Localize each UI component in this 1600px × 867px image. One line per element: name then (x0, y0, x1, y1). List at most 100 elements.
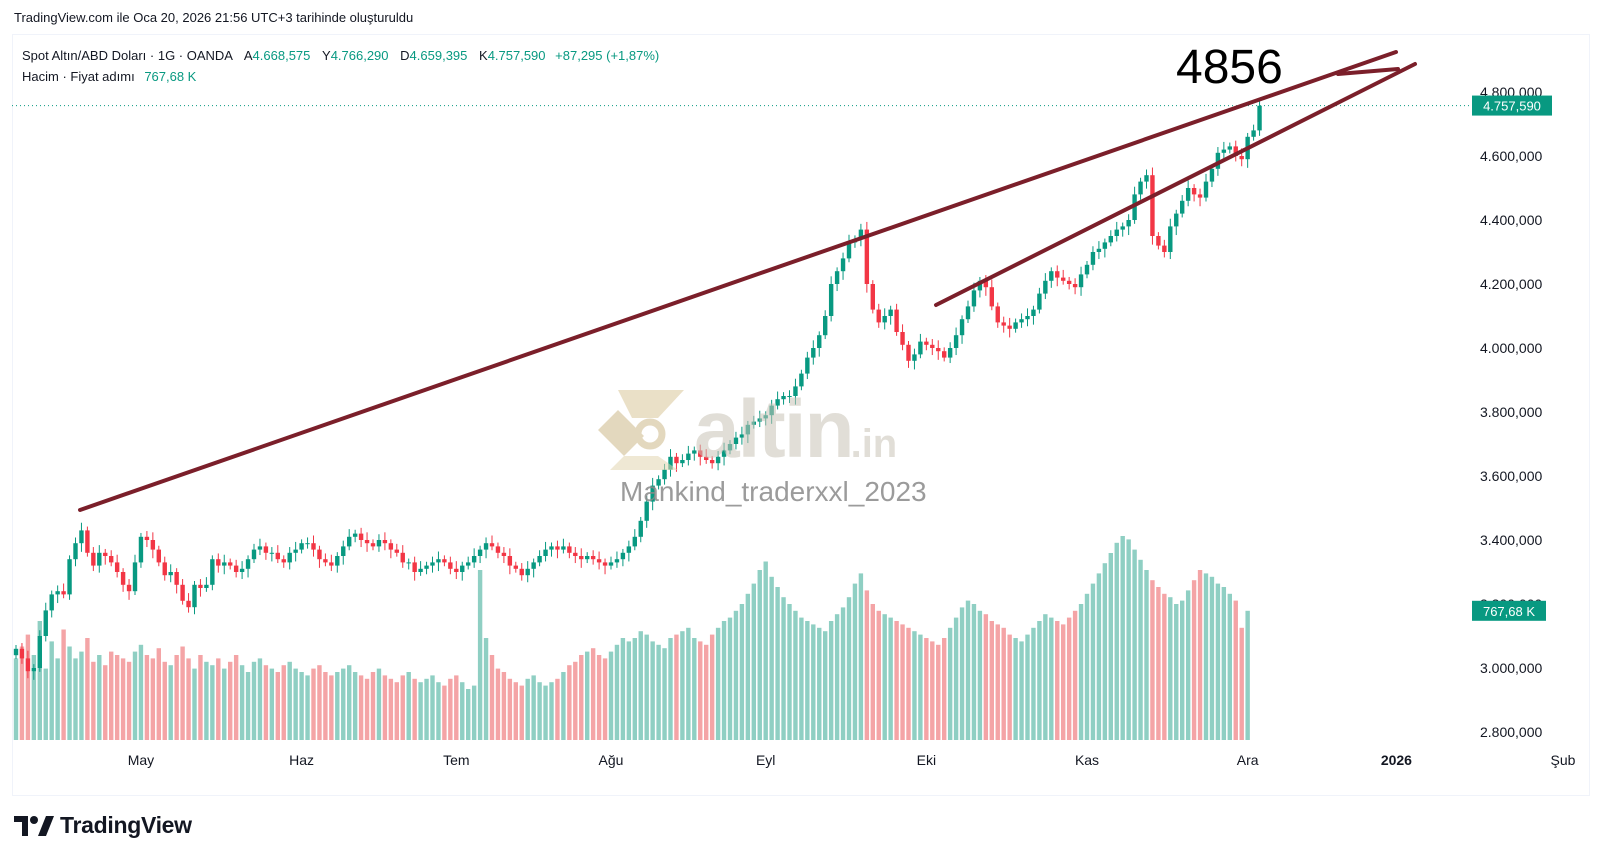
candle-body (745, 424, 751, 435)
volume-bar (460, 682, 465, 740)
candle-body (751, 421, 756, 425)
volume-bar (1180, 600, 1185, 740)
volume-bar (555, 678, 560, 740)
candle-body (977, 280, 983, 291)
volume-bar (763, 561, 768, 740)
candle-body (531, 562, 536, 569)
volume-bar (727, 617, 733, 740)
volume-bar (828, 621, 834, 740)
volume-bar (1132, 549, 1137, 740)
volume-bar (1185, 590, 1191, 740)
volume-bar (370, 672, 376, 740)
candle-body (989, 287, 994, 307)
legend-symbol[interactable]: Spot Altın/ABD Doları · 1G · OANDA (22, 48, 233, 63)
volume-bar (704, 644, 709, 740)
candle-body (1096, 248, 1102, 252)
candle-body (888, 309, 893, 316)
volume-bar (400, 675, 405, 740)
candle-body (1025, 316, 1030, 320)
volume-bar (358, 675, 364, 740)
candle-body (448, 562, 453, 569)
candle-body (412, 562, 417, 572)
volume-bar (614, 644, 620, 740)
volume-bar (1138, 559, 1143, 740)
x-tick-label: Eki (917, 752, 936, 768)
candle-body (19, 648, 25, 659)
legend-volume-label[interactable]: Hacim · Fiyat adımı (22, 69, 135, 84)
candle-body (454, 568, 459, 572)
volume-bar (335, 672, 340, 740)
candle-body (1221, 149, 1227, 153)
volume-bar (513, 682, 518, 740)
volume-bar (1061, 624, 1066, 740)
candle-body (257, 546, 263, 550)
candle-body (109, 556, 114, 563)
candle-body (436, 559, 441, 563)
candle-body (168, 572, 173, 576)
candle-body (49, 594, 54, 611)
volume-bar (364, 678, 370, 740)
candle-body (686, 453, 691, 460)
candle-body (793, 386, 798, 396)
candle-body (370, 543, 376, 547)
candle-body (186, 600, 191, 608)
volume-bar (228, 661, 233, 740)
candle-body (489, 543, 495, 547)
volume-badge-label: 767,68 K (1483, 604, 1535, 619)
candle-body (787, 396, 792, 397)
candle-body (1084, 264, 1090, 275)
volume-bar (947, 627, 953, 740)
volume-bar (85, 638, 90, 740)
volume-bar (507, 678, 513, 740)
candle-body (114, 562, 120, 572)
candle-body (1227, 146, 1232, 150)
candle-body (965, 306, 971, 320)
volume-bar (900, 624, 905, 740)
y-tick-label: 4.400,000 (1480, 212, 1542, 228)
x-tick-label: Eyl (756, 752, 775, 768)
volume-bar (388, 678, 394, 740)
candle-body (233, 565, 239, 572)
volume-bar (394, 682, 399, 740)
candle-body (1019, 319, 1024, 323)
candle-body (846, 242, 852, 259)
candle-body (1066, 280, 1072, 284)
volume-bar (19, 646, 25, 740)
volume-bar (579, 655, 584, 740)
candle-body (1126, 220, 1131, 227)
candle-body (55, 591, 60, 595)
volume-bar (799, 617, 804, 740)
y-tick-label: 4.200,000 (1480, 276, 1542, 292)
candle-body (73, 543, 78, 560)
volume-bar (674, 634, 679, 740)
candle-body (174, 572, 179, 585)
volume-bar (31, 655, 37, 740)
candle-body (1090, 252, 1096, 265)
volume-bar (906, 627, 911, 740)
volume-bar (1150, 580, 1155, 740)
candle-body (763, 415, 768, 419)
volume-bar (715, 627, 721, 740)
candle-body (1078, 274, 1084, 288)
candle-body (138, 536, 144, 563)
candle-body (317, 549, 322, 560)
tradingview-brand[interactable]: TradingView (14, 812, 192, 839)
candle-body (103, 552, 108, 556)
candle-body (1162, 245, 1167, 252)
volume-bar (965, 600, 971, 740)
volume-bar (126, 661, 132, 740)
volume-bar (305, 675, 310, 740)
candle-body (817, 335, 822, 348)
volume-bar (114, 655, 120, 740)
volume-bar (834, 614, 840, 740)
volume-bar (692, 638, 697, 740)
candle-body (918, 341, 923, 355)
candle-body (739, 434, 745, 438)
candle-body (1043, 280, 1048, 294)
candle-body (828, 284, 834, 316)
candle-body (698, 450, 703, 457)
candle-body (1168, 226, 1173, 252)
x-tick-label: 2026 (1381, 752, 1412, 768)
volume-bar (983, 614, 989, 740)
